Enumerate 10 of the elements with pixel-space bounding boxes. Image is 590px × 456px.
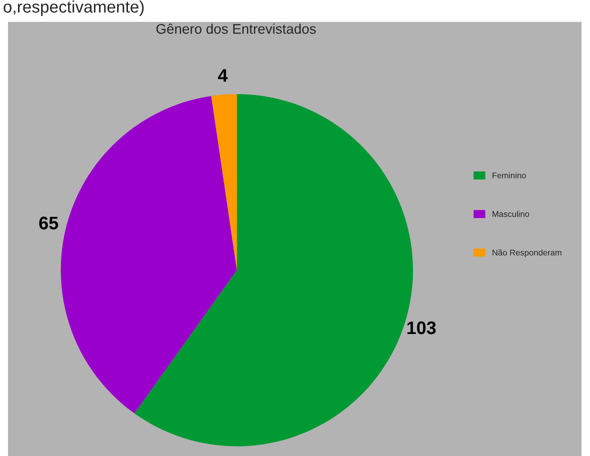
chart-title: Gênero dos Entrevistados [156,24,316,34]
legend-label: Feminino [492,172,526,178]
legend-label: Não Responderam [492,249,562,258]
text: o,respectivamente) [4,0,144,16]
data-label: 65 [39,216,58,230]
data-label: 4 [218,69,228,82]
legend-label: Masculino [492,210,530,217]
pie-slice [211,94,237,270]
pie-slice [60,96,237,414]
data-label: 103 [407,321,436,334]
